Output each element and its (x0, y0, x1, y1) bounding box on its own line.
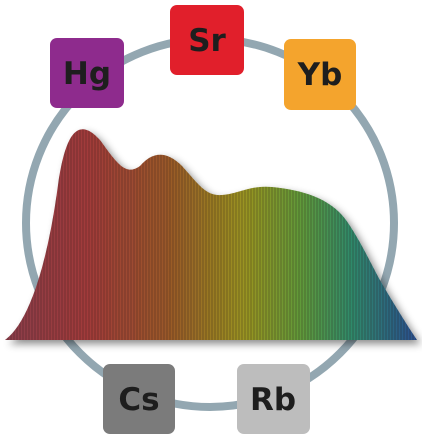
spectrum (5, 129, 417, 340)
node-box (170, 5, 244, 75)
spectrum-area (5, 129, 417, 340)
node-label: Yb (297, 57, 343, 93)
node-label: Rb (250, 382, 296, 418)
node-box (237, 364, 310, 434)
node-rb: Rb (237, 364, 310, 434)
node-cs: Cs (103, 364, 175, 434)
node-label: Cs (118, 382, 159, 418)
node-label: Sr (188, 23, 226, 59)
node-box (103, 364, 175, 434)
node-hg: Hg (50, 38, 124, 108)
node-yb: Yb (284, 39, 356, 110)
node-sr: Sr (170, 5, 244, 75)
node-box (284, 39, 356, 110)
node-box (50, 38, 124, 108)
node-label: Hg (63, 56, 111, 92)
